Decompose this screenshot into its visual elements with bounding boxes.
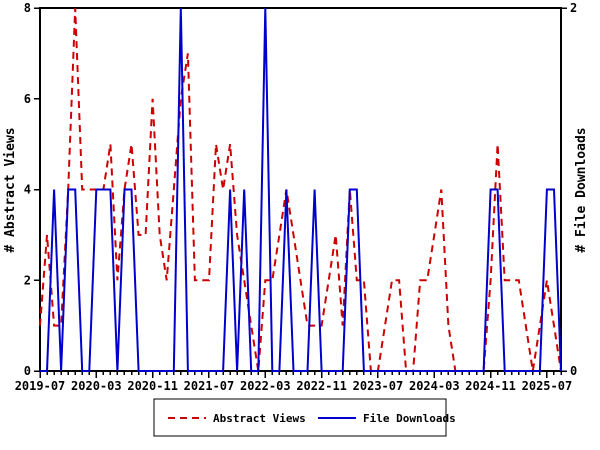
y-left-tick-label: 4: [24, 183, 31, 197]
x-tick-label: 2022-11: [296, 379, 347, 393]
y-right-tick-label: 0: [570, 364, 577, 378]
plot-border: [39, 7, 562, 372]
x-tick-label: 2025-07: [522, 379, 573, 393]
legend-box: [153, 398, 447, 437]
y-left-tick-label: 2: [24, 273, 31, 287]
legend: Abstract Views File Downloads: [153, 398, 456, 437]
y-left-tick-label: 8: [24, 1, 31, 15]
x-tick-label: 2024-11: [465, 379, 516, 393]
legend-abstract-views-label: Abstract Views: [213, 412, 306, 425]
y-right-axis-title: # File Downloads: [574, 127, 589, 252]
x-tick-label: 2022-03: [240, 379, 291, 393]
y-left-tick-label: 0: [24, 364, 31, 378]
x-tick-label: 2019-07: [15, 379, 66, 393]
x-tick-label: 2023-07: [353, 379, 404, 393]
y-right-tick-label: 2: [570, 1, 577, 15]
y-left-tick-label: 6: [24, 92, 31, 106]
legend-file-downloads-label: File Downloads: [363, 412, 456, 425]
x-tick-label: 2021-07: [184, 379, 235, 393]
x-tick-label: 2020-03: [71, 379, 122, 393]
series-line-abstract-views: [39, 7, 562, 372]
x-tick-label: 2020-11: [127, 379, 178, 393]
x-tick-label: 2024-03: [409, 379, 460, 393]
y-left-axis-title: # Abstract Views: [3, 127, 18, 252]
series-line-file-downloads: [40, 7, 562, 372]
plot-area: 2019-07 2020-03 2020-11 2021-07 2022-03 2022-…: [15, 1, 578, 393]
